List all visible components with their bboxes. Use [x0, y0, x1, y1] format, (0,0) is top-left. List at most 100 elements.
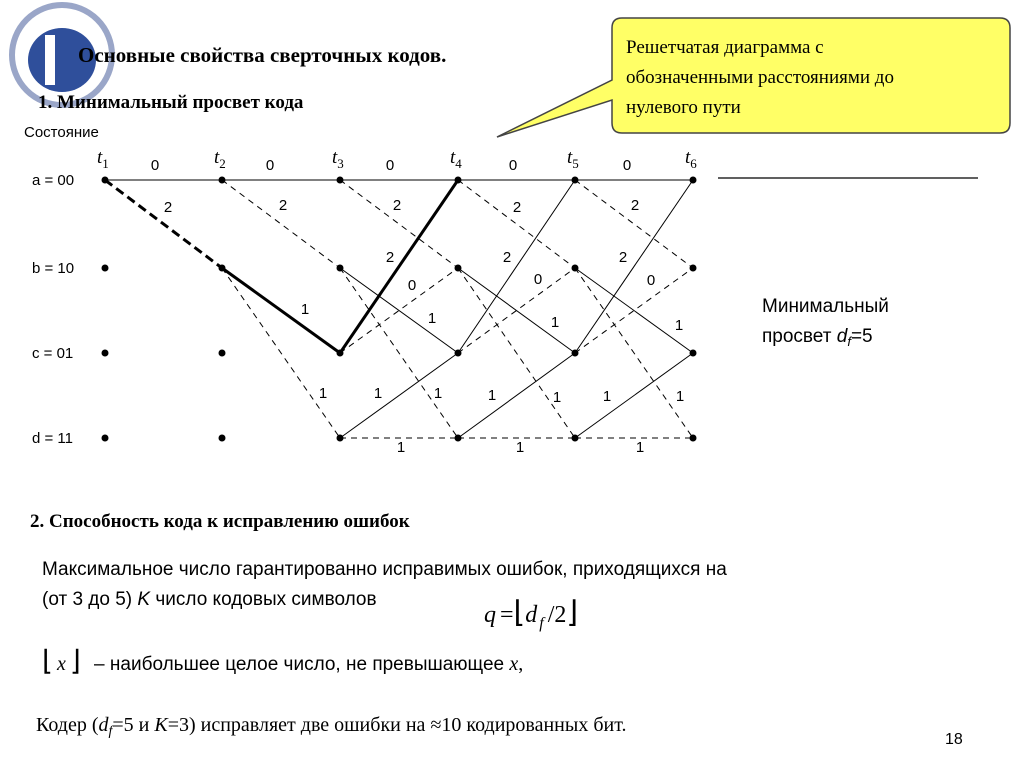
callout-line: Решетчатая диаграмма с — [626, 37, 824, 58]
edge-label: 2 — [513, 199, 521, 216]
formula-part: f — [539, 615, 546, 632]
trellis-node — [454, 176, 462, 184]
floor-definition: ⌊ x ⌋ – наибольшее целое число, не превыша… — [42, 646, 523, 677]
trellis-edge — [574, 179, 694, 269]
trellis-node — [454, 349, 462, 357]
time-index: 1 — [102, 156, 109, 171]
time-index: 5 — [572, 156, 579, 171]
time-label: t6 — [685, 147, 697, 171]
edge-label: 1 — [675, 317, 683, 334]
part: ⌋ — [70, 646, 81, 677]
trellis-edge — [339, 267, 459, 439]
note-value: =5 — [851, 326, 873, 347]
paragraph-line: Максимальное число гарантированно исправ… — [42, 559, 727, 580]
trellis-edge — [104, 178, 223, 270]
time-label: t4 — [450, 147, 462, 171]
page-number: 18 — [945, 731, 963, 748]
trellis-node — [689, 264, 697, 272]
logo-ring — [9, 2, 115, 108]
trellis-node — [336, 349, 344, 357]
time-label: t1 — [97, 147, 109, 171]
edge-label: 1 — [301, 301, 309, 318]
edge-label: 2 — [386, 249, 394, 266]
trellis-edge — [457, 267, 576, 354]
time-symbol: t — [97, 147, 103, 168]
trellis-edge — [574, 179, 694, 354]
trellis-node — [571, 434, 579, 442]
edge-label: 1 — [551, 314, 559, 331]
trellis-node — [336, 176, 344, 184]
trellis-node — [101, 349, 109, 357]
note-line: Минимальный — [762, 296, 889, 317]
edge-label: 0 — [266, 157, 274, 174]
section-heading: 1. Минимальный просвет кода — [38, 92, 304, 113]
trellis-node — [101, 264, 109, 272]
title: Основные свойства сверточных кодов. — [78, 43, 446, 67]
edge-label: 2 — [631, 197, 639, 214]
trellis-edge — [338, 179, 460, 354]
part: 10 кодированных бит. — [441, 714, 626, 736]
trellis-edge — [221, 179, 341, 269]
time-label: t5 — [567, 147, 579, 171]
edge-label: 0 — [623, 157, 631, 174]
time-index: 2 — [219, 156, 226, 171]
time-index: 3 — [337, 156, 344, 171]
trellis-edge — [574, 267, 694, 439]
text: число кодовых символов — [150, 589, 376, 610]
trellis-edge — [574, 267, 694, 354]
edge-label: 1 — [428, 310, 436, 327]
trellis-node — [101, 176, 109, 184]
time-symbol: t — [685, 147, 691, 168]
trellis-edge — [339, 352, 459, 439]
time-label: t2 — [214, 147, 226, 171]
edge-label: 1 — [434, 385, 442, 402]
trellis-edge — [457, 267, 576, 354]
symbol: K — [137, 589, 151, 610]
edge-label: 1 — [676, 388, 684, 405]
formula-part: ⌋ — [566, 596, 578, 629]
trellis-node — [689, 176, 697, 184]
edge-label: 1 — [397, 439, 405, 456]
logo-mark — [45, 35, 55, 85]
trellis-edge — [574, 267, 694, 354]
time-index: 6 — [690, 156, 697, 171]
formula-part: d — [525, 602, 538, 628]
logo — [9, 2, 115, 108]
section-heading: 2. Способность кода к исправлению ошибок — [30, 511, 410, 532]
edge-label: 0 — [386, 157, 394, 174]
trellis-node — [218, 434, 226, 442]
trellis-node — [454, 434, 462, 442]
edge-label: 1 — [319, 385, 327, 402]
trellis-edge — [457, 352, 576, 439]
time-symbol: t — [214, 147, 220, 168]
time-symbol: t — [567, 147, 573, 168]
formula: q =⌊d f/2⌋ — [484, 596, 578, 632]
edge-label: 0 — [534, 271, 542, 288]
part: ⌊ — [42, 646, 53, 677]
callout-line: нулевого пути — [626, 97, 741, 118]
trellis-node — [571, 176, 579, 184]
edge-label: 0 — [509, 157, 517, 174]
edge-label: 1 — [603, 388, 611, 405]
callout-line: обозначенными расстояниями до — [626, 67, 894, 88]
trellis-edge — [457, 179, 576, 354]
state-caption: Состояние — [24, 124, 99, 141]
part: x — [508, 653, 518, 675]
time-index: 4 — [455, 156, 462, 171]
formula-part: /2 — [548, 602, 567, 628]
formula-part: ⌊ — [514, 596, 526, 629]
part: f — [108, 724, 114, 739]
trellis-node — [336, 264, 344, 272]
time-symbol: t — [332, 147, 338, 168]
edge-label: 1 — [553, 389, 561, 406]
state-label: c = 01 — [32, 345, 73, 362]
part: Кодер ( — [36, 714, 99, 736]
part: – наибольшее целое число, не превышающее — [89, 654, 510, 675]
trellis-node — [336, 434, 344, 442]
formula-part: q — [484, 602, 496, 628]
trellis-edge — [221, 266, 341, 355]
trellis-node — [454, 264, 462, 272]
trellis-node — [101, 434, 109, 442]
